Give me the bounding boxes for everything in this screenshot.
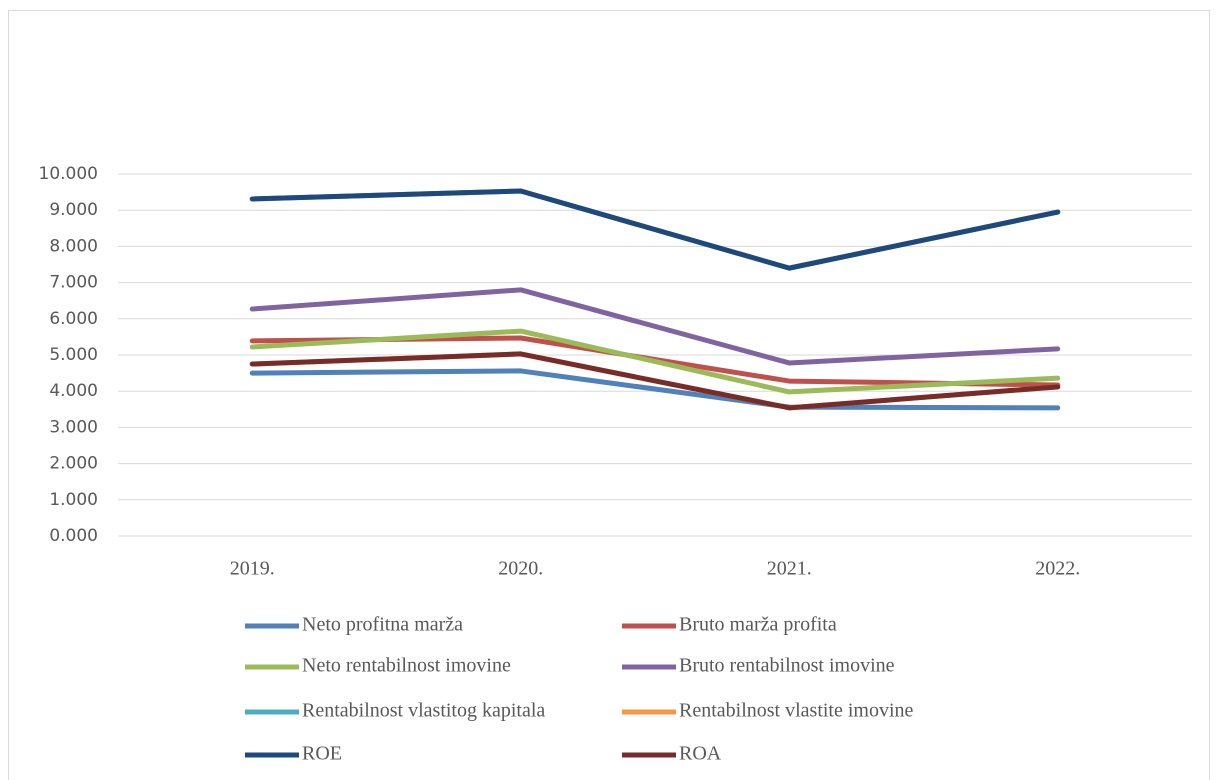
series-line xyxy=(249,287,1061,366)
legend-label: Neto rentabilnost imovine xyxy=(302,655,511,677)
y-tick-label: 3.000 xyxy=(49,417,98,437)
y-tick-label: 8.000 xyxy=(49,236,98,256)
y-tick-label: 9.000 xyxy=(49,200,98,220)
legend-label: Rentabilnost vlastitog kapitala xyxy=(302,700,545,722)
series-line xyxy=(249,188,1061,271)
series-line xyxy=(249,351,1061,411)
y-tick-label: 6.000 xyxy=(49,309,98,329)
y-tick-label: 7.000 xyxy=(49,273,98,293)
x-tick-label: 2021. xyxy=(767,558,812,580)
legend-label: ROA xyxy=(679,743,722,765)
y-tick-label: 2.000 xyxy=(49,454,98,474)
legend-label: Bruto marža profita xyxy=(679,614,837,636)
y-tick-label: 4.000 xyxy=(49,381,98,401)
legend-label: Neto profitna marža xyxy=(302,614,463,636)
legend-label: Bruto rentabilnost imovine xyxy=(679,655,895,677)
x-tick-label: 2022. xyxy=(1035,558,1080,580)
y-tick-label: 0.000 xyxy=(49,526,98,546)
series-line xyxy=(249,368,1061,411)
x-tick-label: 2019. xyxy=(230,558,275,580)
chart-border xyxy=(8,10,1210,780)
legend-label: ROE xyxy=(302,743,342,765)
y-tick-label: 1.000 xyxy=(49,490,98,510)
y-tick-label: 5.000 xyxy=(49,345,98,365)
x-tick-label: 2020. xyxy=(498,558,543,580)
legend-label: Rentabilnost vlastite imovine xyxy=(679,700,914,722)
y-tick-label: 10.000 xyxy=(39,164,98,184)
series-line xyxy=(249,328,1061,395)
